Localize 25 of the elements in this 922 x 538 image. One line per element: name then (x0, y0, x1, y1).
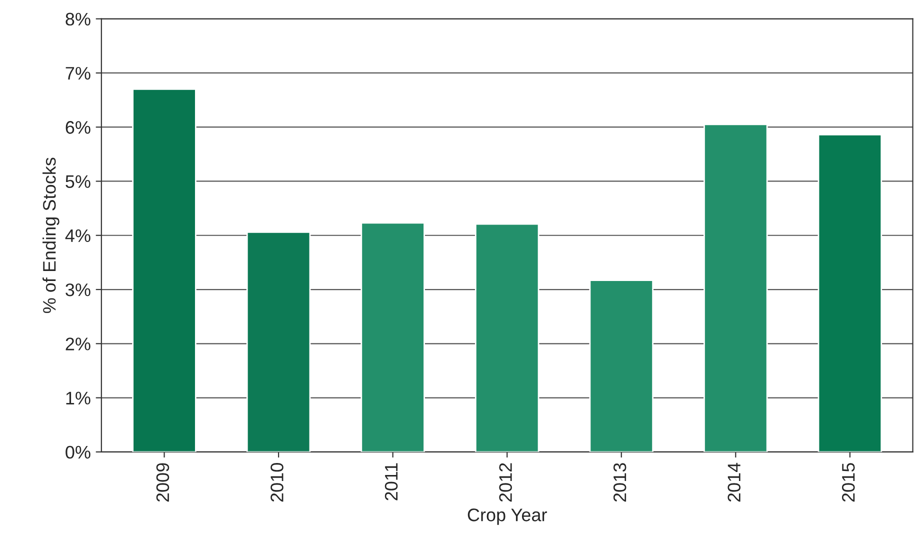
y-tick-label: 6% (66, 121, 90, 134)
bar (704, 124, 768, 452)
bar (474, 223, 540, 452)
y-tick-label: 3% (66, 283, 90, 296)
x-tick-label: 2014 (728, 462, 740, 502)
x-tick-label: 2011 (384, 463, 398, 500)
x-tick-label: 2012 (499, 463, 512, 502)
x-tick-label: 2010 (270, 463, 284, 502)
bar (589, 280, 654, 452)
x-tick-label: 2015 (842, 463, 855, 502)
y-tick-label: 8% (66, 12, 90, 26)
bar (246, 231, 311, 452)
bar (132, 88, 196, 452)
y-axis-title: % of Ending Stocks (42, 158, 60, 314)
bar (818, 134, 882, 452)
y-tick-label: 5% (66, 175, 90, 188)
x-tick-label: 2013 (613, 463, 626, 502)
y-tick-label: 4% (65, 229, 90, 242)
y-tick-label: 1% (66, 392, 90, 404)
x-axis-title: Crop Year (468, 508, 547, 525)
y-tick-label: 2% (66, 338, 90, 350)
y-tick-label: 0% (66, 446, 90, 459)
bar (360, 222, 425, 452)
y-tick-label: 7% (66, 66, 90, 80)
x-tick-label: 2009 (156, 463, 170, 502)
